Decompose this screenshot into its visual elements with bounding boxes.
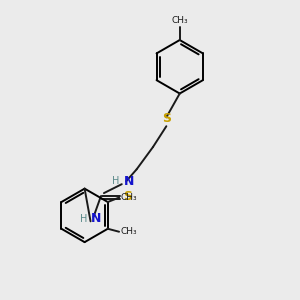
Text: CH₃: CH₃ [121, 193, 137, 202]
Text: N: N [124, 175, 134, 188]
Text: H: H [112, 176, 119, 186]
Text: S: S [123, 190, 132, 202]
Text: CH₃: CH₃ [121, 227, 137, 236]
Text: H: H [80, 214, 87, 224]
Text: N: N [91, 212, 101, 226]
Text: CH₃: CH₃ [171, 16, 188, 25]
Text: S: S [162, 112, 171, 125]
